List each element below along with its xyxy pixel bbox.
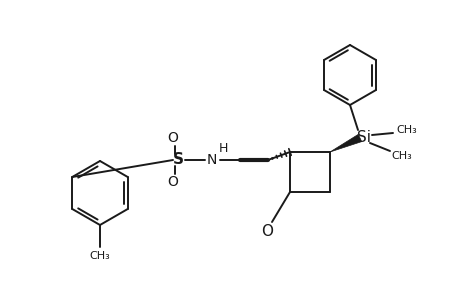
Polygon shape <box>329 134 361 152</box>
Text: CH₃: CH₃ <box>391 151 411 161</box>
Text: CH₃: CH₃ <box>90 251 110 261</box>
Text: S: S <box>172 152 183 167</box>
Text: N: N <box>207 153 217 167</box>
Text: O: O <box>167 175 178 189</box>
Text: Si: Si <box>356 130 370 146</box>
Text: O: O <box>167 131 178 145</box>
Text: H: H <box>218 142 227 154</box>
Text: CH₃: CH₃ <box>396 125 416 135</box>
Text: O: O <box>260 224 272 239</box>
